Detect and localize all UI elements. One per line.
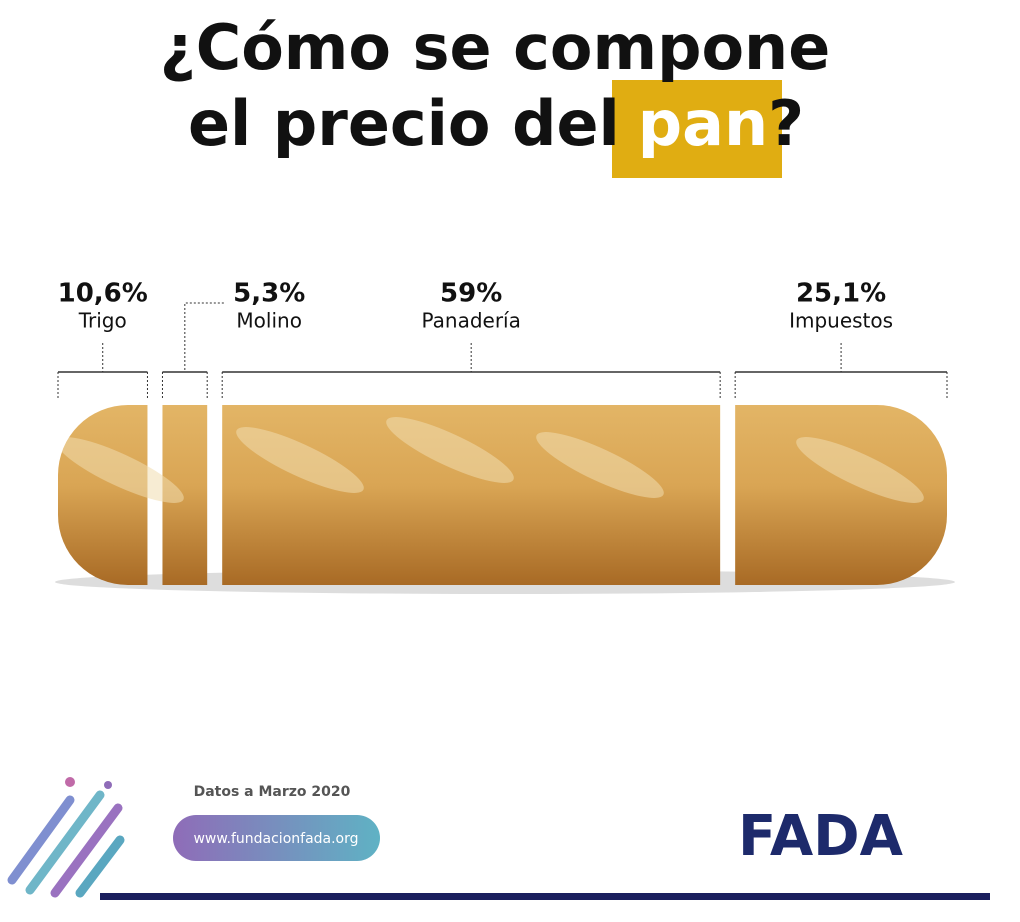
crust-score [58,437,184,503]
value-label: 59% [440,279,502,309]
footer-decoration [7,777,125,898]
category-label: Impuestos [789,309,893,333]
footer-note: Datos a Marzo 2020 [194,784,351,800]
crust-score [536,432,664,498]
category-label: Trigo [78,309,127,333]
value-label: 10,6% [58,279,148,309]
value-label: 5,3% [233,279,305,309]
footer-url[interactable]: www.fundacionfada.org [193,831,358,847]
category-label: Molino [236,309,302,333]
logo: FADA [738,804,904,869]
bread-segment [58,405,148,585]
footer-bar [100,893,990,900]
loaf [58,405,947,585]
crust-score [236,427,364,493]
title-line: el precio del pan? [188,87,804,160]
title-highlight-box [612,80,782,178]
value-label: 25,1% [796,279,886,309]
title-line: ¿Cómo se compone [160,11,831,84]
leader [184,302,226,370]
category-label: Panadería [421,309,520,333]
url-pill[interactable] [173,815,380,861]
crust-score [796,437,924,503]
crust-score [386,417,514,483]
